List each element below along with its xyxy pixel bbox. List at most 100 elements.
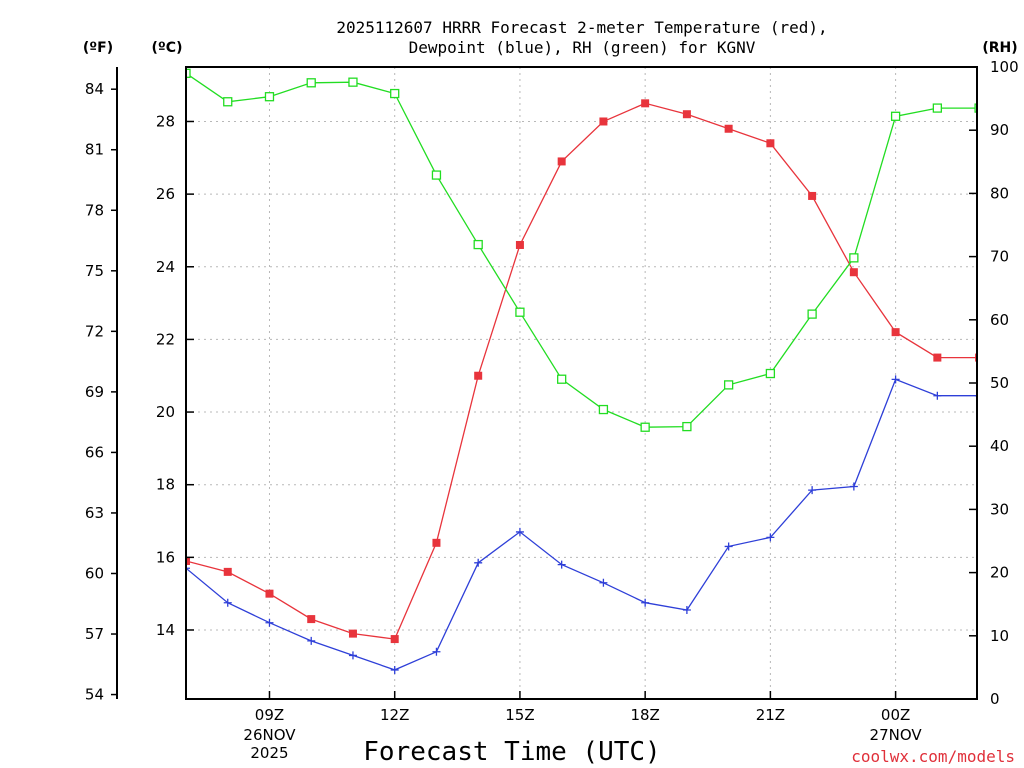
- 2-meter-temperature-point: [766, 139, 775, 148]
- dewpoint-point: [766, 533, 775, 542]
- tick-label-fahrenheit: 84: [85, 80, 104, 98]
- rh-point: [390, 88, 400, 99]
- tick-label-fahrenheit: 66: [85, 443, 104, 461]
- 2-meter-temperature-line: [186, 102, 977, 640]
- tick-label-time: 12Z: [380, 706, 409, 724]
- dewpoint-point: [808, 486, 817, 495]
- dewpoint-point: [682, 606, 691, 615]
- rh-point: [348, 77, 358, 87]
- dewpoint-point: [724, 542, 733, 551]
- dewpoint-point: [474, 558, 483, 567]
- tick-label-fahrenheit: 81: [85, 141, 104, 159]
- 2-meter-temperature-point: [682, 110, 691, 119]
- rh-point: [807, 309, 817, 319]
- tick-label-rh: 100: [990, 58, 1019, 76]
- tick-label-rh: 20: [990, 564, 1009, 582]
- chart-subtitle: Dewpoint (blue), RH (green) for KGNV: [409, 38, 756, 57]
- x-axis-title: Forecast Time (UTC): [363, 737, 660, 767]
- 2-meter-temperature-point: [390, 635, 399, 644]
- dewpoint-point: [348, 651, 357, 660]
- 2-meter-temperature-point: [724, 124, 733, 133]
- tick-label-date: 26NOV: [243, 726, 296, 744]
- 2-meter-temperature-point: [933, 353, 942, 362]
- tick-label-fahrenheit: 75: [85, 262, 104, 280]
- tick-label-rh: 30: [990, 500, 1009, 518]
- rh-point: [306, 78, 316, 88]
- tick-label-rh: 70: [990, 248, 1009, 266]
- tick-label-rh: 50: [990, 374, 1009, 392]
- tick-label-fahrenheit: 72: [85, 322, 104, 340]
- tick-label-rh: 40: [990, 437, 1009, 455]
- rh-unit-label: (RH): [982, 40, 1017, 56]
- tick-label-celsius: 22: [156, 330, 175, 348]
- 2-meter-temperature-point: [186, 556, 190, 565]
- rh-point: [932, 103, 942, 113]
- dewpoint-point: [557, 560, 566, 569]
- rh-point: [598, 404, 609, 415]
- 2-meter-temperature-point: [808, 191, 817, 200]
- rh-point: [765, 368, 776, 379]
- tick-label-celsius: 14: [156, 621, 175, 639]
- dewpoint-point: [849, 482, 858, 491]
- rh-point: [264, 92, 275, 102]
- 2-meter-temperature-point: [891, 328, 900, 337]
- tick-label-celsius: 26: [156, 185, 175, 203]
- dewpoint-point: [186, 564, 190, 573]
- dewpoint-point: [891, 375, 900, 384]
- 2-meter-temperature-point: [265, 589, 274, 598]
- tick-label-fahrenheit: 60: [85, 564, 104, 582]
- 2-meter-temperature-point: [432, 538, 441, 547]
- tick-label-celsius: 20: [156, 403, 175, 421]
- dewpoint-point: [599, 578, 608, 587]
- tick-label-celsius: 18: [156, 476, 175, 494]
- rh-point: [515, 307, 525, 317]
- series-layer: [186, 68, 977, 674]
- credit-text: coolwx.com/models: [851, 747, 1015, 766]
- tick-label-fahrenheit: 54: [85, 686, 104, 704]
- 2-meter-temperature-point: [849, 268, 858, 277]
- dewpoint-point: [515, 527, 524, 536]
- 2-meter-temperature-point: [641, 99, 650, 108]
- tick-label-time: 18Z: [630, 706, 659, 724]
- dewpoint-point: [307, 636, 316, 645]
- chart-title: 2025112607 HRRR Forecast 2-meter Tempera…: [336, 18, 827, 37]
- dewpoint-point: [390, 665, 399, 674]
- tick-label-fahrenheit: 69: [85, 383, 104, 401]
- tick-label-rh: 0: [990, 690, 1000, 708]
- tick-label-fahrenheit: 78: [85, 201, 104, 219]
- dewpoint-point: [641, 598, 650, 607]
- 2-meter-temperature-point: [474, 371, 483, 380]
- series-group: [186, 68, 977, 674]
- tick-label-time: 15Z: [505, 706, 534, 724]
- 2-meter-temperature-point: [223, 567, 232, 576]
- rh-point: [890, 111, 901, 121]
- tick-label-celsius: 28: [156, 112, 175, 130]
- 2-meter-temperature-point: [515, 240, 524, 249]
- rh-line: [186, 72, 977, 428]
- dewpoint-line: [186, 378, 977, 671]
- rh-point: [431, 170, 442, 180]
- tick-label-celsius: 16: [156, 548, 175, 566]
- 2-meter-temperature-point: [307, 615, 316, 624]
- rh-point: [223, 97, 233, 107]
- tick-label-time: 00Z: [881, 706, 910, 724]
- rh-point: [557, 374, 567, 384]
- rh-point: [473, 239, 483, 250]
- tick-label-rh: 10: [990, 627, 1009, 645]
- tick-label-date: 2025: [250, 744, 288, 762]
- 2-meter-temperature-point: [348, 629, 357, 638]
- tick-label-rh: 80: [990, 184, 1009, 202]
- tick-label-time: 09Z: [255, 706, 284, 724]
- tick-label-fahrenheit: 57: [85, 625, 104, 643]
- 2-meter-temperature-point: [557, 157, 566, 166]
- tick-label-fahrenheit: 63: [85, 504, 104, 522]
- rh-point: [849, 253, 859, 263]
- dewpoint-point: [933, 391, 942, 400]
- celsius-unit-label: (ºC): [152, 40, 183, 56]
- tick-label-celsius: 24: [156, 258, 175, 276]
- tick-label-rh: 60: [990, 311, 1009, 329]
- rh-point: [723, 380, 734, 390]
- rh-point: [186, 68, 191, 78]
- fahrenheit-unit-label: (ºF): [83, 40, 113, 56]
